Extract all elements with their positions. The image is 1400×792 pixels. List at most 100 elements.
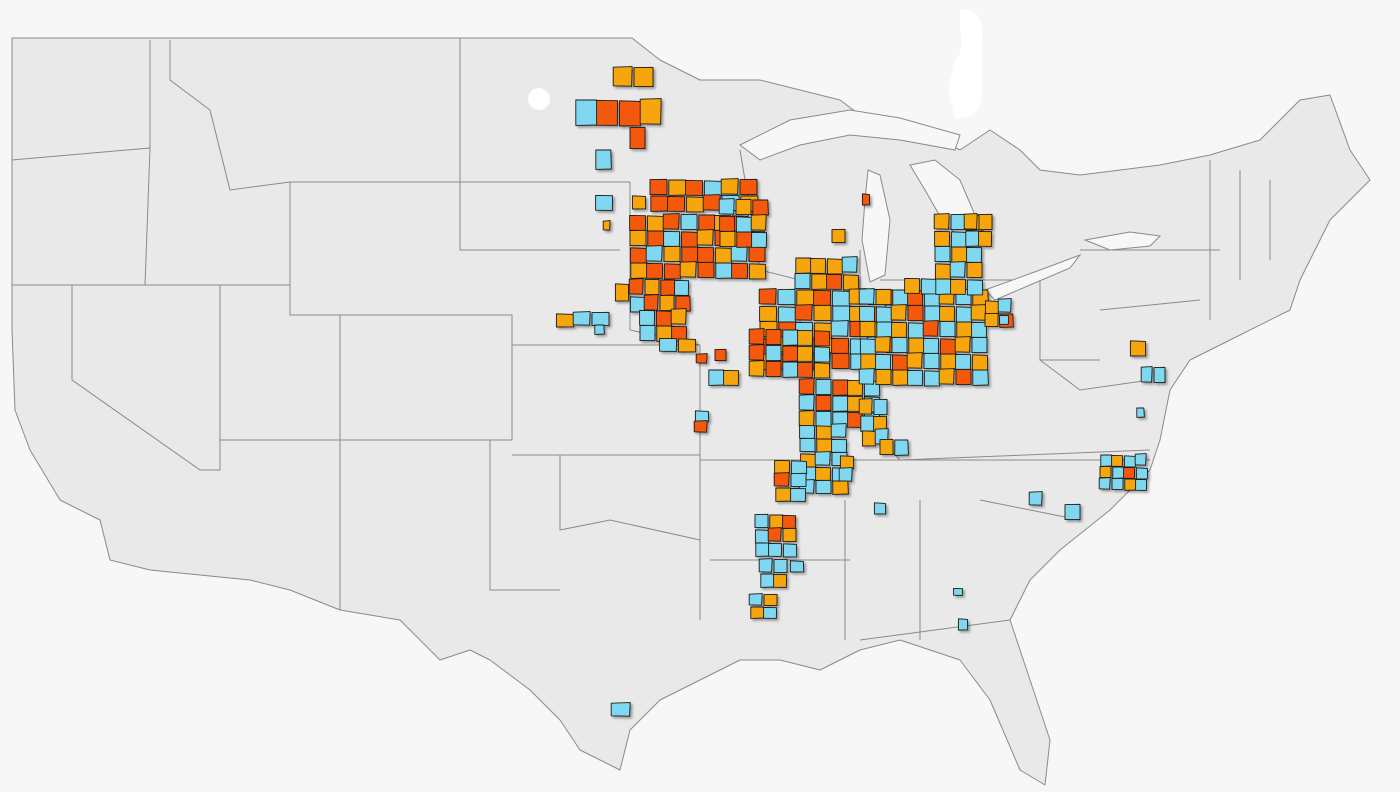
county-tile [860, 415, 875, 432]
county-tile [816, 438, 833, 453]
county-tile [826, 273, 843, 290]
county-tile [879, 438, 894, 456]
county-tile [876, 321, 893, 338]
county-tile [754, 529, 770, 544]
county-tile [907, 369, 924, 386]
county-tile [798, 410, 815, 427]
county-tile [940, 353, 957, 370]
county-tile [875, 353, 892, 370]
county-tile [894, 439, 909, 456]
county-tile [842, 274, 860, 291]
county-tile [645, 245, 663, 262]
county-tile [923, 370, 941, 387]
lake-erie [984, 253, 1082, 301]
county-tile [644, 278, 660, 296]
county-tile [703, 180, 723, 197]
county-tile [765, 360, 782, 378]
county-tile [831, 352, 850, 370]
county-tile [659, 337, 678, 352]
county-tile [765, 344, 782, 362]
county-tile [714, 247, 733, 264]
county-tile [956, 321, 973, 338]
county-tile [794, 304, 813, 321]
county-tile [797, 329, 814, 346]
county-tile [799, 437, 816, 453]
county-tile [858, 398, 873, 415]
county-tile [813, 362, 831, 379]
county-tile [860, 353, 877, 370]
county-tile [966, 261, 983, 279]
county-tile [790, 460, 808, 475]
county-tile [795, 257, 812, 274]
county-tile [984, 312, 999, 328]
county-tile [832, 305, 851, 322]
county-tile [999, 314, 1010, 325]
county-tile [815, 410, 832, 428]
county-tile [832, 480, 849, 495]
county-tile [695, 353, 708, 364]
county-tile [1100, 454, 1113, 467]
county-tile [759, 305, 778, 322]
us-land-outline [11, 37, 1371, 786]
county-tile [667, 195, 686, 212]
county-tile [1129, 340, 1147, 357]
county-tile [955, 306, 973, 323]
county-tile [760, 573, 775, 588]
white-dot-marker [528, 88, 550, 110]
county-tile [875, 288, 892, 306]
county-tile [685, 196, 705, 213]
county-tile [841, 256, 858, 273]
county-tile [750, 214, 767, 231]
state-borders [11, 38, 1271, 641]
county-tile [814, 451, 831, 466]
county-tile [934, 230, 951, 247]
county-tile [723, 369, 740, 386]
county-tile [639, 98, 662, 125]
county-tile [934, 245, 951, 263]
county-tile [933, 213, 950, 230]
county-tile [660, 279, 676, 296]
county-tile [966, 279, 984, 296]
county-tile [874, 336, 891, 353]
county-tile [775, 487, 792, 502]
county-tile [830, 320, 849, 337]
county-tile [972, 369, 989, 386]
county-tile [748, 328, 765, 345]
county-tile [774, 459, 791, 474]
county-tile [572, 311, 591, 326]
county-tile [794, 272, 811, 290]
county-tile [815, 479, 832, 495]
county-tile [839, 455, 855, 470]
county-tile [838, 467, 853, 482]
county-tile [697, 261, 715, 279]
county-tile [934, 263, 952, 280]
county-tile [831, 228, 846, 244]
county-tile [978, 230, 993, 247]
county-tile [923, 337, 940, 354]
county-tile [1124, 478, 1137, 491]
county-tile [1140, 366, 1153, 383]
county-tile [1136, 407, 1145, 418]
county-tile [1123, 455, 1137, 468]
county-tile [662, 213, 680, 230]
county-tile [773, 558, 788, 574]
county-tile [748, 360, 765, 377]
county-tile [782, 361, 799, 378]
county-tile [602, 220, 611, 231]
county-tile [650, 195, 669, 212]
county-tile [595, 149, 612, 170]
county-tile [629, 214, 647, 231]
county-tile [748, 245, 766, 263]
county-tile [663, 230, 681, 247]
lake-superior [739, 109, 961, 161]
county-tile [773, 472, 790, 487]
county-tile [861, 193, 871, 206]
county-tile [950, 213, 967, 231]
county-tile [714, 348, 727, 362]
county-tile [782, 527, 797, 543]
county-tile [859, 305, 876, 322]
county-tile [631, 195, 647, 210]
county-tile [782, 329, 799, 346]
county-tile [758, 288, 777, 305]
